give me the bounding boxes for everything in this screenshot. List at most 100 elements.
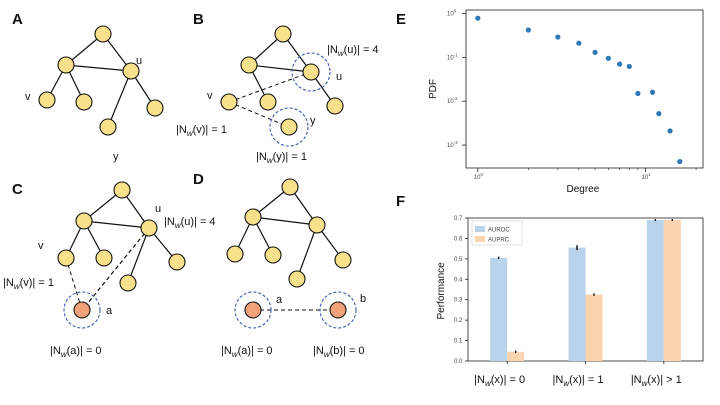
node-label-u: u bbox=[155, 203, 161, 215]
graph-node bbox=[113, 181, 131, 199]
legend-label: AUROC bbox=[488, 228, 510, 234]
graph-node bbox=[94, 25, 112, 43]
panel-d-letter: D bbox=[193, 171, 204, 188]
node-label-u: u bbox=[336, 71, 342, 83]
bar-auroc bbox=[490, 257, 508, 361]
x-tick-label: 100 bbox=[474, 172, 484, 181]
panel-e: E 100 101 100 10-1 10-2 10-3 Degree PDF bbox=[396, 8, 704, 195]
y-tick-label: 0.3 bbox=[454, 298, 463, 304]
node-label-a: a bbox=[276, 294, 283, 306]
data-point bbox=[667, 128, 673, 134]
graph-node bbox=[274, 25, 292, 43]
graph-node bbox=[240, 56, 258, 74]
panel-a-edges bbox=[46, 33, 156, 128]
data-point bbox=[635, 90, 641, 97]
graph-node bbox=[226, 245, 244, 263]
x-axis-label: Degree bbox=[567, 184, 600, 195]
x-category-label: |Nw(x)| = 0 bbox=[474, 374, 525, 388]
bar-auprc bbox=[585, 294, 603, 361]
data-point bbox=[616, 61, 623, 67]
y-tick-label: 10-2 bbox=[447, 96, 458, 105]
graph-node-u bbox=[122, 62, 140, 80]
graph-node bbox=[99, 118, 117, 136]
data-point bbox=[576, 40, 582, 46]
graph-node-v bbox=[220, 93, 238, 111]
y-tick-label: 0.2 bbox=[454, 318, 463, 324]
y-tick-label: 10-3 bbox=[447, 140, 458, 149]
data-point bbox=[555, 34, 561, 40]
graph-node bbox=[288, 270, 306, 288]
graph-node bbox=[75, 93, 93, 111]
node-label-y: y bbox=[310, 115, 316, 127]
graph-node bbox=[95, 249, 113, 267]
neighborhood-circle bbox=[63, 291, 101, 329]
neighbor-count-y: |Nw(y)| = 1 bbox=[256, 151, 307, 165]
new-node-a bbox=[73, 301, 91, 319]
panel-e-letter: E bbox=[396, 11, 406, 28]
neighbor-count-v: |Nw(v)| = 1 bbox=[3, 277, 54, 291]
neighborhood-circle bbox=[291, 52, 331, 92]
graph-node bbox=[308, 216, 326, 234]
data-point bbox=[475, 15, 481, 21]
neighbor-count-a: |Nw(a)| = 0 bbox=[50, 345, 102, 359]
neighborhood-circle bbox=[234, 291, 272, 329]
panel-b-dashed-edges bbox=[228, 71, 312, 128]
x-category-label: |Nw(x)| = 1 bbox=[553, 374, 604, 388]
data-point bbox=[605, 55, 611, 61]
y-tick-label: 0.1 bbox=[454, 339, 463, 345]
node-label-v: v bbox=[38, 240, 44, 252]
graph-node bbox=[168, 253, 186, 271]
data-point bbox=[525, 27, 531, 33]
neighbor-count-b: |Nw(b)| = 0 bbox=[313, 345, 365, 359]
neighbor-count-v: |Nw(v)| = 1 bbox=[176, 124, 227, 138]
data-point bbox=[656, 111, 662, 117]
y-tick-label: 0.0 bbox=[454, 359, 463, 365]
degree-distribution-chart: 100 101 100 10-1 10-2 10-3 Degree PDF bbox=[428, 8, 704, 195]
panel-f: F 0.0 0.1 0.2 0.3 0.4 0.5 0.6 0.7 |Nw(x)| = 0 |Nw… bbox=[396, 193, 704, 388]
node-label-v: v bbox=[25, 91, 31, 103]
node-label-y: y bbox=[113, 151, 119, 163]
neighbor-count-a: |Nw(a)| = 0 bbox=[221, 345, 273, 359]
bar-auprc bbox=[507, 351, 525, 361]
graph-node bbox=[244, 208, 262, 226]
graph-node-v bbox=[57, 249, 75, 267]
neighbor-count-u: |Nw(u)| = 4 bbox=[327, 44, 379, 58]
panel-f-letter: F bbox=[396, 193, 405, 210]
neighborhood-circle bbox=[319, 291, 357, 329]
bar-auprc bbox=[663, 220, 681, 361]
new-node-a bbox=[244, 301, 262, 319]
y-tick-label: 10-1 bbox=[447, 52, 458, 61]
performance-chart: 0.0 0.1 0.2 0.3 0.4 0.5 0.6 0.7 |Nw(x)| = 0 |Nw(x… bbox=[436, 216, 704, 388]
node-label-v: v bbox=[207, 90, 213, 102]
neighbor-count-u: |Nw(u)| = 4 bbox=[164, 216, 216, 230]
node-label-b: b bbox=[360, 293, 366, 305]
graph-node bbox=[75, 212, 93, 230]
graph-node bbox=[281, 178, 299, 196]
graph-node-u bbox=[140, 219, 158, 237]
data-point bbox=[649, 89, 656, 95]
legend: AUROC AUPRC bbox=[471, 220, 523, 246]
graph-node bbox=[146, 99, 164, 117]
data-point bbox=[626, 63, 632, 70]
y-axis-label: PDF bbox=[428, 79, 439, 99]
panel-d: D a b |Nw(a)| = 0 |Nw(b)| = bbox=[193, 171, 366, 359]
graph-node bbox=[334, 251, 352, 269]
graph-node bbox=[326, 97, 344, 115]
legend-swatch bbox=[475, 226, 485, 232]
panel-a-letter: A bbox=[12, 11, 23, 28]
new-node-b bbox=[329, 301, 347, 319]
bar-auroc bbox=[646, 220, 664, 361]
y-axis-label: Performance bbox=[436, 262, 447, 320]
panel-c: C u v a |Nw(u)| = 4 | bbox=[3, 181, 216, 359]
panel-c-dashed-edges bbox=[65, 227, 150, 311]
y-tick-label: 0.5 bbox=[454, 257, 463, 263]
y-tick-label: 100 bbox=[447, 8, 457, 17]
legend-swatch bbox=[475, 236, 485, 242]
y-tick-label: 0.6 bbox=[454, 236, 463, 242]
neighborhood-circle bbox=[269, 107, 309, 147]
data-point bbox=[677, 158, 683, 165]
panel-b-letter: B bbox=[193, 11, 204, 28]
panel-a: A u v y bbox=[12, 11, 164, 163]
panel-d-edges bbox=[234, 186, 344, 280]
